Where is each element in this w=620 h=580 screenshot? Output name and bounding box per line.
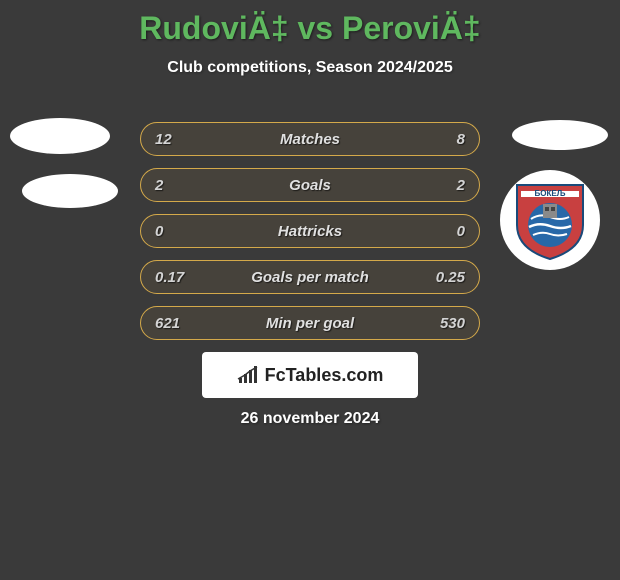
stat-label: Goals — [289, 177, 331, 194]
stat-left-value: 621 — [155, 315, 195, 332]
stat-label: Hattricks — [278, 223, 342, 240]
stat-left-value: 2 — [155, 177, 195, 194]
brand-label: FcTables.com — [265, 365, 384, 386]
stat-right-value: 530 — [425, 315, 465, 332]
stat-label: Min per goal — [266, 315, 354, 332]
stat-label: Matches — [280, 131, 340, 148]
stat-left-value: 0 — [155, 223, 195, 240]
stat-row-min-per-goal: 621 Min per goal 530 — [140, 306, 480, 340]
stat-label: Goals per match — [251, 269, 369, 286]
stat-left-value: 12 — [155, 131, 195, 148]
stat-right-value: 0 — [425, 223, 465, 240]
left-player-badge-1 — [10, 118, 110, 154]
right-player-badge-1 — [512, 120, 608, 150]
page-subtitle: Club competitions, Season 2024/2025 — [0, 59, 620, 77]
chart-icon — [237, 365, 259, 385]
stat-row-goals-per-match: 0.17 Goals per match 0.25 — [140, 260, 480, 294]
svg-text:БОКЕЉ: БОКЕЉ — [535, 189, 566, 198]
date-label: 26 november 2024 — [0, 410, 620, 428]
stat-right-value: 0.25 — [425, 269, 465, 286]
club-logo-icon: БОКЕЉ — [507, 177, 593, 263]
brand-box[interactable]: FcTables.com — [202, 352, 418, 398]
stat-right-value: 2 — [425, 177, 465, 194]
page-title: RudoviÄ‡ vs PeroviÄ‡ — [0, 0, 620, 47]
stat-row-goals: 2 Goals 2 — [140, 168, 480, 202]
right-club-badge: БОКЕЉ — [500, 170, 600, 270]
stats-container: 12 Matches 8 2 Goals 2 0 Hattricks 0 0.1… — [140, 122, 480, 352]
stat-row-matches: 12 Matches 8 — [140, 122, 480, 156]
stat-right-value: 8 — [425, 131, 465, 148]
left-player-badge-2 — [22, 174, 118, 208]
stat-row-hattricks: 0 Hattricks 0 — [140, 214, 480, 248]
stat-left-value: 0.17 — [155, 269, 195, 286]
